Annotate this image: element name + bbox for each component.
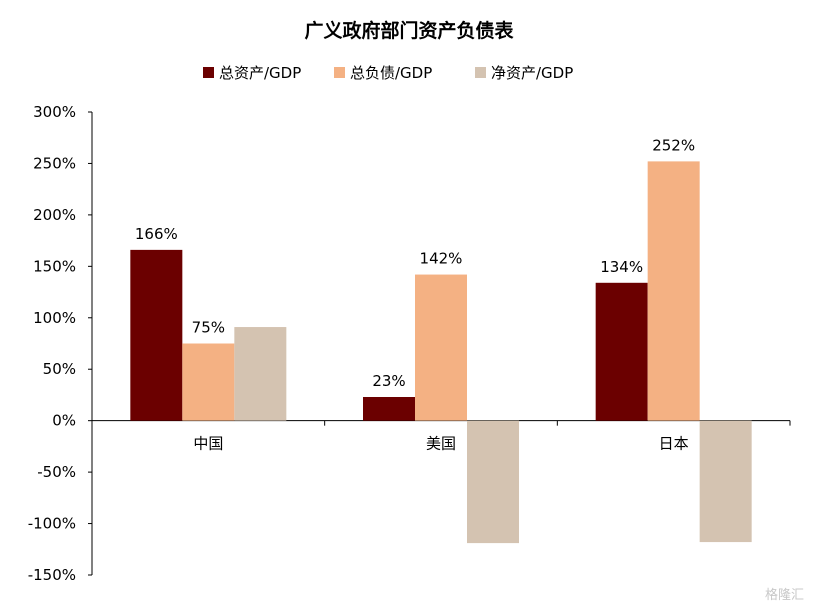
category-label: 日本 — [659, 435, 689, 453]
y-tick-label: 100% — [33, 309, 76, 327]
y-tick-label: 200% — [33, 206, 76, 224]
data-label: 23% — [372, 372, 405, 390]
chart-title: 广义政府部门资产负债表 — [304, 19, 514, 42]
bar — [363, 397, 415, 421]
category-label: 中国 — [193, 435, 223, 453]
y-tick-label: 300% — [33, 103, 76, 121]
legend-swatch — [475, 67, 486, 78]
y-tick-label: 50% — [43, 360, 76, 378]
bar — [647, 161, 700, 421]
legend-label: 总资产/GDP — [219, 64, 301, 82]
legend-swatch — [334, 67, 345, 78]
bar — [182, 343, 235, 421]
axes: -150% -100% -50% 0% 50% 100% 150% 200% 250% 300% 中… — [28, 103, 791, 584]
watermark-logo: 格隆汇 — [764, 588, 804, 603]
legend-label: 总负债/GDP — [350, 64, 432, 82]
y-tick-label: -100% — [28, 515, 76, 533]
data-label: 134% — [600, 258, 643, 276]
data-label: 75% — [192, 319, 225, 337]
legend-label: 净资产/GDP — [491, 64, 573, 82]
bar — [130, 249, 183, 421]
y-tick-label: 150% — [33, 257, 76, 275]
bar — [467, 420, 519, 544]
bar — [699, 420, 752, 543]
bars — [130, 161, 752, 544]
y-tick-label: 250% — [33, 154, 76, 172]
bar — [415, 274, 467, 421]
data-label: 252% — [652, 136, 695, 154]
legend: 总资产/GDP 总负债/GDP 净资产/GDP — [203, 64, 573, 82]
data-labels: 166% 75% 23% 142% 134% 252% — [135, 136, 695, 390]
category-label: 美国 — [426, 435, 456, 453]
legend-swatch — [203, 67, 214, 78]
y-tick-label: 0% — [52, 412, 76, 430]
data-label: 142% — [420, 250, 463, 268]
y-tick-label: -50% — [37, 463, 76, 481]
data-label: 166% — [135, 225, 178, 243]
bar — [595, 282, 648, 421]
bar — [234, 327, 287, 421]
y-tick-label: -150% — [28, 566, 76, 584]
